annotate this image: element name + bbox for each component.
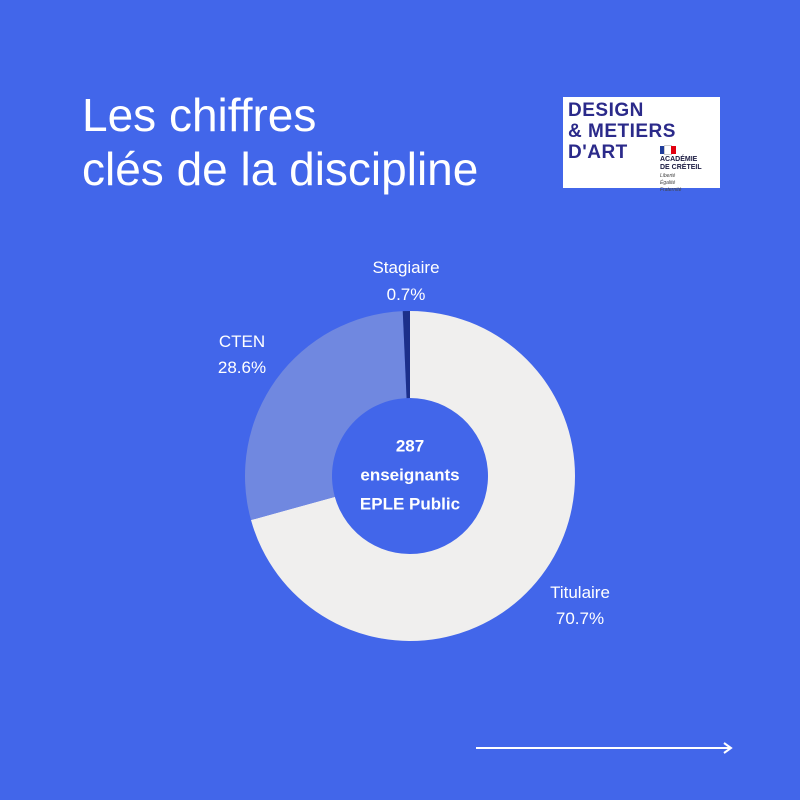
- slice-value-titulaire: 70.7%: [556, 609, 604, 628]
- page-title-line-1: Les chiffres: [82, 89, 317, 141]
- slice-cten: [245, 311, 407, 521]
- page-title-line-2: clés de la discipline: [82, 143, 479, 195]
- motto-line-3: Fraternité: [660, 187, 682, 193]
- academy-name-line-2: DE CRÉTEIL: [660, 164, 702, 171]
- design-metiers-art-logo: DESIGN & METIERS D'ART ACADÉMIE DE CRÉTE…: [563, 97, 720, 193]
- slice-value-cten: 28.6%: [218, 358, 266, 377]
- slice-label-stagiaire: Stagiaire: [372, 258, 439, 277]
- academy-name-line-1: ACADÉMIE: [660, 156, 698, 163]
- logo-bottom: D'ART ACADÉMIE DE CRÉTEIL Liberté Égalit…: [568, 142, 715, 193]
- center-text-line-3: EPLE Public: [360, 494, 460, 513]
- motto-line-1: Liberté: [660, 173, 676, 179]
- slice-value-stagiaire: 0.7%: [387, 285, 426, 304]
- center-text-line-1: 287: [396, 436, 424, 455]
- arrow-right-icon[interactable]: [476, 741, 736, 755]
- logo-line-3: D'ART: [568, 142, 628, 163]
- page-title: Les chiffres clés de la discipline: [82, 88, 478, 196]
- motto-line-2: Égalité: [660, 180, 676, 186]
- logo-line-2: & METIERS: [568, 121, 676, 142]
- logo-line-1: DESIGN: [568, 100, 644, 121]
- center-text-line-2: enseignants: [360, 465, 459, 484]
- french-flag-icon: [660, 145, 676, 155]
- slice-titulaire: [250, 311, 575, 641]
- slice-label-cten: CTEN: [219, 332, 265, 351]
- academie-creteil-badge: ACADÉMIE DE CRÉTEIL Liberté Égalité Frat…: [660, 145, 720, 193]
- slice-stagiaire: [402, 311, 410, 399]
- slice-label-titulaire: Titulaire: [550, 583, 610, 602]
